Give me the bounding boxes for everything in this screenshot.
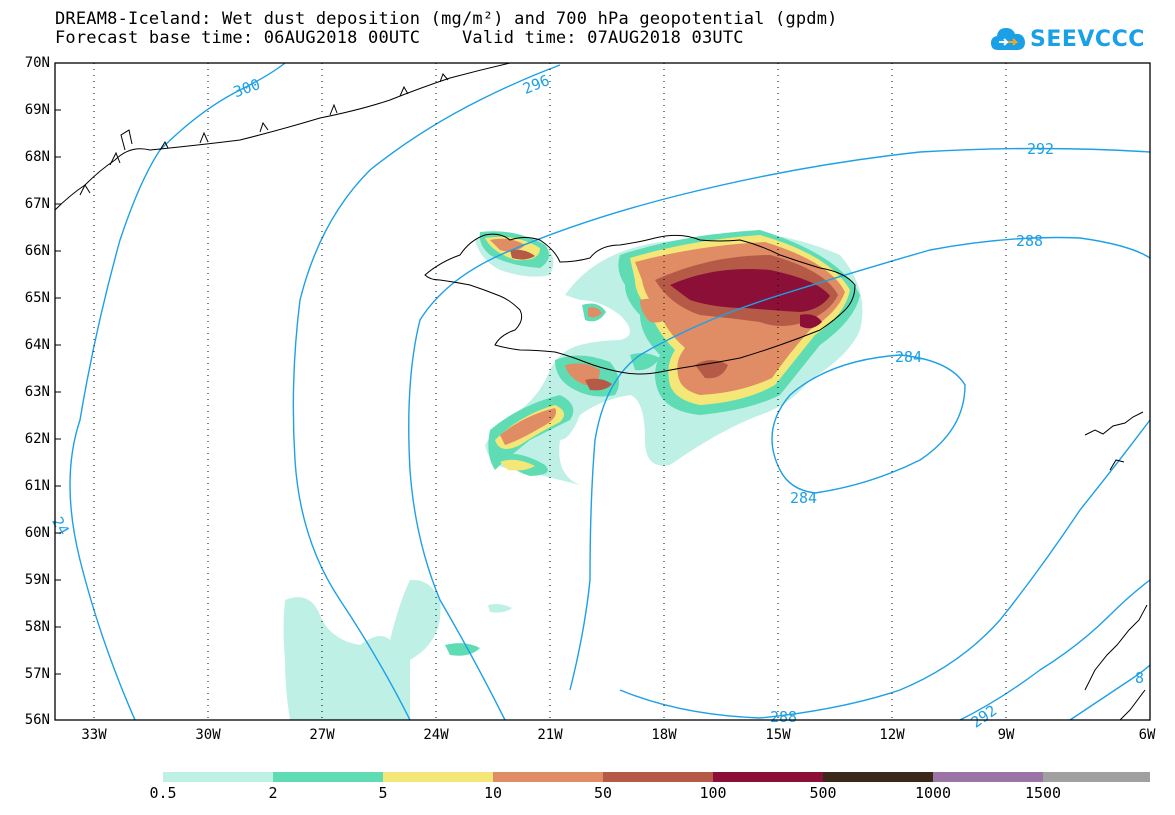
lon-label-30w: 30W	[195, 727, 221, 743]
legend-label-0-5: 0.5	[149, 784, 177, 802]
lat-label-58n: 58N	[24, 619, 50, 635]
dust-shade-orange-4	[640, 298, 670, 323]
legend-swatch-9	[1043, 772, 1150, 782]
seevccc-logo: SEEVCCC	[990, 22, 1145, 56]
dust-shade-brown-3	[510, 249, 535, 260]
contour-label-288c: 288	[770, 708, 797, 726]
legend-swatch-5	[603, 772, 713, 782]
lon-label-6w: 6W	[1138, 727, 1156, 743]
contour-300	[69, 62, 286, 721]
legend-swatch-2	[273, 772, 383, 782]
map-title: DREAM8-Iceland: Wet dust deposition (mg/…	[55, 9, 838, 29]
contour-e	[1069, 664, 1151, 721]
greenland-fjords	[79, 73, 449, 196]
lon-label-15w: 15W	[765, 727, 791, 743]
contour-label-284b: 284	[790, 489, 817, 507]
lat-label-60n: 60N	[24, 525, 50, 541]
lat-label-62n: 62N	[24, 431, 50, 447]
map-subtitle-times: Forecast base time: 06AUG2018 00UTC Vali…	[55, 28, 744, 48]
contour-292	[408, 147, 1151, 721]
lon-label-27w: 27W	[309, 727, 335, 743]
faroe-scotland-coast	[1084, 411, 1148, 721]
logo-text: SEEVCCC	[1030, 26, 1145, 52]
legend-swatch-4	[493, 772, 603, 782]
legend-label-1500: 1500	[1024, 784, 1062, 802]
lon-label-33w: 33W	[81, 727, 107, 743]
iceland-coast	[424, 233, 856, 375]
legend-label-50: 50	[593, 784, 613, 802]
legend-label-1000: 1000	[914, 784, 952, 802]
contour-label-300: 300	[231, 75, 263, 101]
contour-label-24: 24	[48, 514, 73, 539]
dust-shade-orange-6	[588, 307, 602, 318]
lat-label-66n: 66N	[24, 243, 50, 259]
legend-label-5: 5	[378, 784, 388, 802]
contour-label-288: 288	[1016, 232, 1043, 250]
contour-292b	[959, 579, 1151, 721]
legend-swatch-8	[933, 772, 1043, 782]
lat-label-65n: 65N	[24, 290, 50, 306]
legend-label-2: 2	[268, 784, 278, 802]
lat-label-68n: 68N	[24, 149, 50, 165]
cloud-logo-icon	[991, 28, 1025, 50]
lat-label-67n: 67N	[24, 196, 50, 212]
tick-marks	[55, 109, 61, 675]
lat-label-59n: 59N	[24, 572, 50, 588]
lat-label-69n: 69N	[24, 102, 50, 118]
legend-swatch-6	[713, 772, 823, 782]
lat-label-63n: 63N	[24, 384, 50, 400]
dust-shade-orange-2	[500, 408, 556, 445]
dust-deposition-field	[283, 230, 863, 720]
lon-label-24w: 24W	[423, 727, 449, 743]
legend-label-10: 10	[483, 784, 503, 802]
lat-label-56n: 56N	[24, 712, 50, 728]
dust-shade-yellow-3	[500, 459, 535, 471]
lat-label-64n: 64N	[24, 337, 50, 353]
lat-label-57n: 57N	[24, 666, 50, 682]
legend-swatch-7	[823, 772, 933, 782]
dust-shade-light-s3	[445, 643, 480, 656]
dust-shade-light-south	[283, 579, 441, 720]
contour-288	[569, 236, 1151, 691]
contour-label-284a: 284	[895, 348, 922, 366]
legend-swatch-3	[383, 772, 493, 782]
lon-label-21w: 21W	[537, 727, 563, 743]
dust-shade-brown-4	[585, 378, 612, 391]
coastlines	[54, 62, 1148, 721]
lon-label-9w: 9W	[997, 727, 1015, 743]
legend-label-100: 100	[699, 784, 727, 802]
lon-label-18w: 18W	[651, 727, 677, 743]
contour-label-8: 8	[1135, 669, 1144, 687]
contour-288b	[619, 419, 1151, 719]
dust-shade-darkred	[670, 269, 830, 312]
geopotential-contours	[69, 62, 1151, 721]
dust-shade-light-s2	[488, 604, 512, 613]
contour-label-296: 296	[520, 71, 552, 98]
dust-shade-darkred-2	[800, 314, 822, 329]
contour-label-292: 292	[1027, 140, 1054, 158]
contour-284	[771, 354, 966, 494]
legend-label-500: 500	[809, 784, 837, 802]
contour-296	[292, 64, 561, 721]
legend-swatch-1	[163, 772, 273, 782]
lat-label-61n: 61N	[24, 478, 50, 494]
greenland-coast	[54, 62, 511, 211]
lat-label-70n: 70N	[24, 55, 50, 71]
lon-label-12w: 12W	[879, 727, 905, 743]
